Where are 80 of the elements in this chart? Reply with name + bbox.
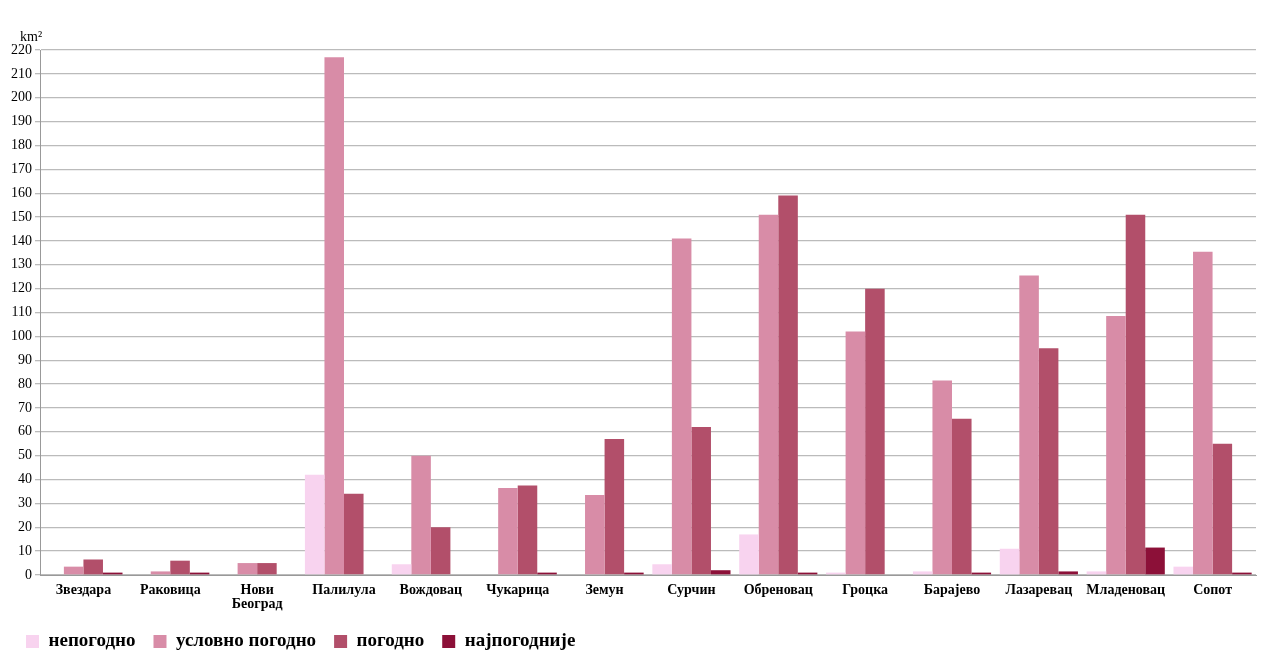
y-tick-label: 70 (18, 399, 32, 415)
bar (391, 564, 412, 575)
bar (1106, 316, 1126, 575)
bar (304, 474, 325, 575)
bar (324, 57, 344, 575)
bar (912, 571, 933, 575)
bar (604, 438, 625, 575)
bar (344, 493, 364, 575)
bar (1038, 348, 1059, 575)
bar (1173, 566, 1194, 575)
y-tick-label: 180 (11, 137, 32, 153)
x-tick-label: Палилула (312, 581, 376, 597)
bar (585, 495, 605, 575)
x-tick-label: Сопот (1193, 581, 1233, 597)
x-tick-label: Вождовац (399, 581, 463, 597)
y-tick-label: 60 (18, 423, 32, 439)
bar (170, 560, 190, 575)
bar (652, 564, 672, 575)
y-tick-label: 100 (11, 328, 32, 344)
bar (865, 288, 885, 575)
bar (671, 238, 692, 575)
y-tick-label: 160 (11, 184, 32, 200)
bar (1145, 547, 1165, 575)
bar (83, 559, 103, 575)
y-tick-label: 210 (11, 65, 32, 81)
x-tick-label: Земун (585, 581, 624, 597)
y-tick-label: 30 (18, 495, 32, 511)
x-tick-label: Нови Београд (231, 581, 283, 611)
x-tick-label: Обреновац (743, 581, 813, 597)
y-tick-label: 130 (11, 256, 32, 272)
bar (1125, 214, 1146, 575)
legend-label: погодно (356, 629, 425, 651)
x-tick-label: Младеновац (1086, 581, 1166, 597)
x-tick-label: Гроцка (842, 581, 889, 597)
bar (1058, 571, 1078, 575)
bar (758, 214, 779, 575)
y-tick-label: 190 (11, 113, 32, 129)
x-tick-label: Раковица (139, 581, 201, 597)
bar (999, 548, 1020, 575)
y-axis-title: km² (20, 28, 43, 44)
bar (691, 427, 711, 575)
bar (1193, 251, 1213, 575)
x-tick-label: Сурчин (667, 581, 716, 597)
bar (257, 563, 277, 575)
x-tick-label: Чукарица (486, 581, 550, 597)
x-tick-label: Лазаревац (1005, 581, 1073, 597)
y-tick-label: 50 (18, 447, 32, 463)
bar (778, 195, 798, 575)
bar (952, 418, 972, 575)
y-tick-label: 140 (11, 232, 32, 248)
bar (1212, 443, 1233, 575)
bar (845, 331, 866, 575)
y-tick-label: 150 (11, 208, 32, 224)
bar (498, 487, 518, 575)
bar (1086, 571, 1107, 575)
bar (150, 571, 171, 575)
legend-label: условно погодно (175, 629, 317, 651)
y-tick-label: 200 (11, 89, 32, 105)
bar (237, 563, 258, 575)
y-tick-label: 120 (11, 280, 32, 296)
y-tick-label: 90 (18, 351, 32, 367)
y-tick-label: 10 (18, 542, 32, 558)
y-tick-label: 20 (18, 518, 32, 534)
bar (517, 485, 538, 575)
y-tick-label: 0 (25, 566, 32, 582)
y-tick-label: 170 (11, 160, 32, 176)
x-tick-label: Барајево (923, 581, 981, 597)
y-tick-label: 220 (11, 41, 32, 57)
bar (710, 570, 731, 575)
legend-label: најпогодније (464, 629, 576, 651)
y-tick-label: 40 (18, 471, 32, 487)
x-tick-label: Звездара (55, 581, 112, 597)
legend-label: непогодно (48, 629, 136, 651)
bar (430, 527, 451, 575)
bar (411, 455, 431, 575)
y-tick-label: 110 (11, 304, 32, 320)
y-tick-label: 80 (18, 375, 32, 391)
bar (1019, 275, 1039, 575)
bar (932, 380, 952, 575)
bar (739, 534, 759, 575)
